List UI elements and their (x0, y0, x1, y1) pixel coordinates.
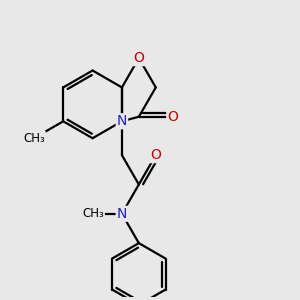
Text: CH₃: CH₃ (82, 207, 104, 220)
Text: O: O (167, 110, 178, 124)
Text: O: O (134, 51, 144, 65)
Text: N: N (117, 207, 127, 221)
Text: O: O (150, 148, 161, 162)
Text: N: N (117, 114, 127, 128)
Text: CH₃: CH₃ (23, 132, 45, 145)
